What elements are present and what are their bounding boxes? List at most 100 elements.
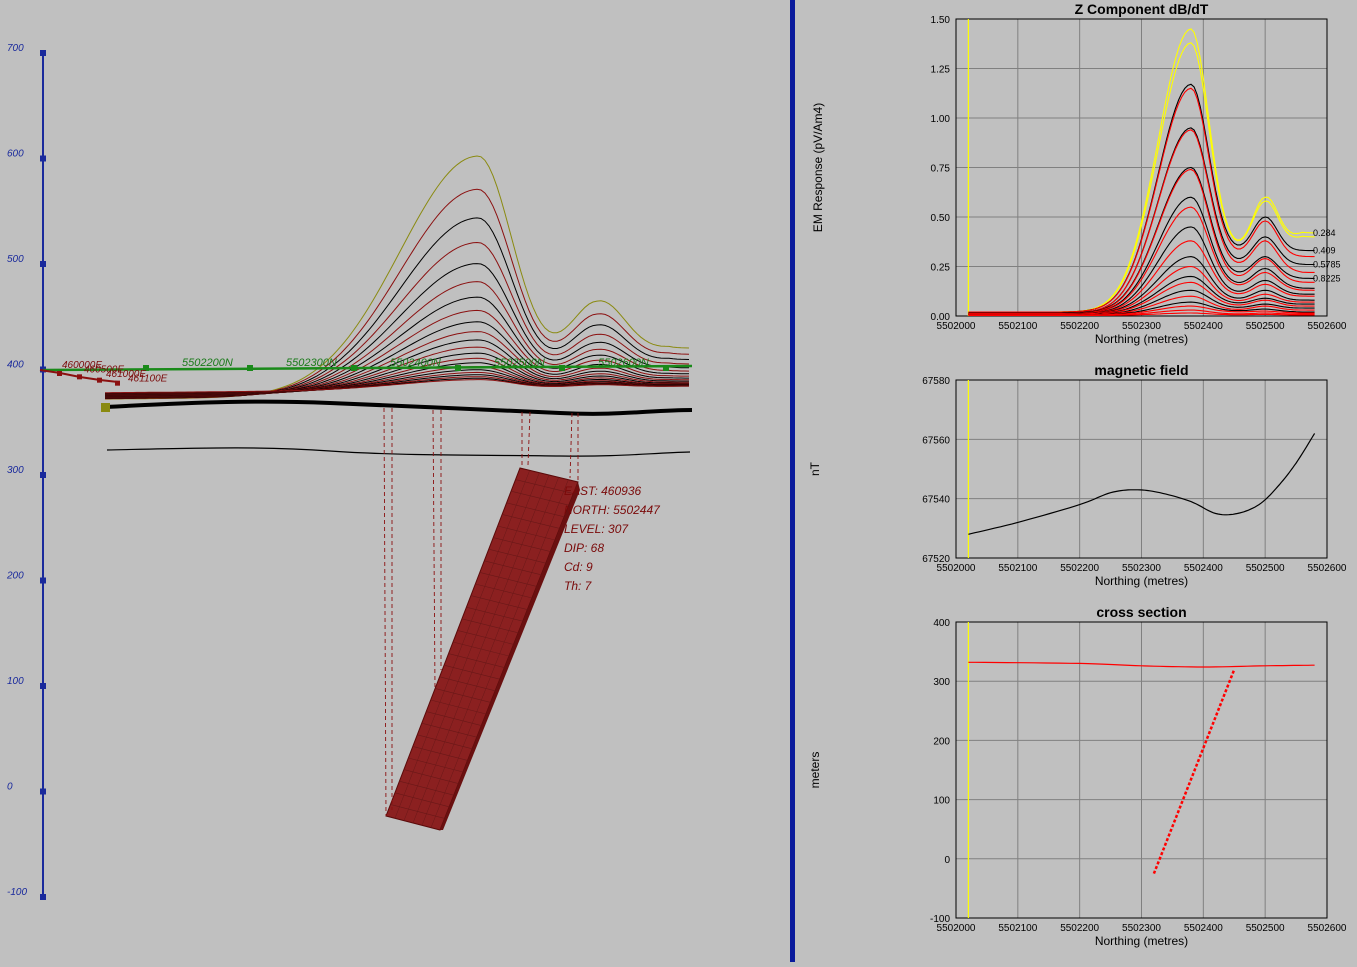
scale-tick-label: 200 (6, 571, 24, 582)
x-tick-label: 5502300 (1122, 923, 1161, 934)
em-channel-line (968, 87, 1315, 313)
station-marker (351, 365, 357, 371)
x-tick-label: 5502000 (937, 321, 976, 332)
projection-dash-line (432, 409, 436, 691)
plot-frame (955, 379, 1328, 559)
x-tick-label: 5502200 (1060, 563, 1099, 574)
conductor-plate-model (385, 467, 580, 831)
body-info-label: EAST: 460936 (564, 484, 641, 498)
x-tick-label: 5502500 (1246, 563, 1285, 574)
projection-dash-line (527, 411, 531, 466)
x-tick-label: 5502000 (937, 563, 976, 574)
easting-marker (77, 374, 82, 380)
plate-edge (440, 482, 580, 830)
3d-section-canvas[interactable]: 700 600 500 400 300 200 100 0 -100 5502200N 55023… (0, 0, 790, 962)
topography-lines (101, 399, 693, 457)
y-tick-label: 0.75 (931, 164, 951, 175)
x-tick-label: 5502100 (998, 923, 1037, 934)
x-tick-label: 5502400 (1184, 923, 1223, 934)
chart-magnetic-field: 5502000 5502100 5502200 5502300 5502400 55025… (808, 362, 1347, 588)
y-axis-label: EM Response (pV/Am4) (811, 103, 825, 232)
y-tick-label: 1.50 (931, 15, 951, 26)
northing-label: 5502500N (494, 357, 545, 369)
northing-label: 5502300N (286, 357, 337, 369)
channel-label: 0.409 (1313, 246, 1336, 256)
scale-tick-label: 0 (7, 782, 13, 793)
chart-title: magnetic field (1094, 362, 1188, 378)
3d-section-view[interactable]: 700 600 500 400 300 200 100 0 -100 5502200N 55023… (0, 0, 790, 962)
x-tick-label: 5502400 (1184, 321, 1223, 332)
body-info-label: Th: 7 (564, 579, 593, 593)
y-tick-label: 67540 (922, 495, 950, 506)
x-tick-label: 5502300 (1122, 563, 1161, 574)
chart-z-component: 5502000 5502100 5502200 5502300 5502400 55025… (811, 1, 1347, 346)
split-divider[interactable] (790, 0, 795, 962)
em-profiles-3d (105, 155, 690, 400)
scale-tick-mark (40, 472, 46, 478)
profile-charts-panel: 5502000 5502100 5502200 5502300 5502400 55025… (795, 0, 1357, 962)
y-tick-label: -100 (930, 914, 950, 925)
y-tick-label: 0.50 (931, 213, 951, 224)
body-info-labels: EAST: 460936 NORTH: 5502447 LEVEL: 307 DIP:… (564, 484, 661, 593)
scale-tick-label: 700 (7, 43, 24, 54)
x-tick-label: 5502600 (1308, 321, 1347, 332)
station-marker (559, 365, 565, 371)
x-tick-label: 5502500 (1246, 923, 1285, 934)
chart-cross-section: 5502000 5502100 5502200 5502300 5502400 55025… (808, 604, 1347, 948)
scale-tick-mark (40, 261, 46, 267)
y-tick-label: 0.00 (931, 312, 951, 323)
y-tick-label: 67520 (922, 554, 950, 565)
scale-tick-label: 300 (7, 465, 24, 476)
scale-tick-mark (40, 577, 46, 584)
survey-line-green: 5502200N 5502300N 5502400N 5502500N 5502600N (42, 357, 693, 372)
plate-mesh-line (412, 474, 550, 824)
scale-tick-label: 400 (7, 360, 24, 371)
plot-frame (955, 621, 1328, 919)
y-tick-label: 1.00 (931, 114, 951, 125)
x-tick-label: 5502200 (1060, 923, 1099, 934)
chart-title: cross section (1096, 604, 1186, 620)
easting-label: 460000E (62, 360, 102, 371)
channel-label: 0.8225 (1313, 273, 1341, 283)
projection-dash-line (569, 412, 573, 479)
vertical-scale: 700 600 500 400 300 200 100 0 -100 (6, 43, 46, 900)
y-tick-label: 0 (944, 855, 950, 866)
station-marker (143, 365, 149, 371)
northing-label: 5502600N (598, 357, 649, 369)
x-tick-label: 5502600 (1308, 563, 1347, 574)
channel-label: 0.284 (1313, 228, 1336, 238)
dipping-body-trace (1152, 668, 1236, 875)
body-info-label: DIP: 68 (564, 541, 604, 555)
scale-tick-mark (40, 155, 46, 162)
plate-mesh-line (430, 479, 569, 828)
scale-tick-mark (40, 50, 46, 56)
chart-title: Z Component dB/dT (1075, 1, 1209, 17)
plate-mesh-line (394, 470, 530, 819)
ground-surface-line (104, 399, 693, 416)
northing-label: 5502200N (182, 357, 233, 369)
easting-marker (115, 380, 120, 386)
x-axis-label: Northing (metres) (1095, 934, 1188, 948)
charts-canvas: 5502000 5502100 5502200 5502300 5502400 55025… (808, 1, 1347, 948)
x-tick-label: 5502300 (1122, 321, 1161, 332)
depth-reference-line (106, 447, 691, 457)
y-axis-label: meters (808, 752, 822, 789)
em-profile-curve (105, 281, 690, 398)
scale-tick-label: 500 (7, 254, 24, 265)
em-profile-curve (105, 379, 689, 394)
y-tick-label: 100 (933, 796, 950, 807)
profile-line (968, 433, 1316, 535)
x-tick-label: 5502600 (1308, 923, 1347, 934)
easting-marker (57, 371, 62, 376)
em-profile-curve (105, 241, 690, 399)
plate-mesh-line (403, 472, 540, 821)
y-tick-label: 1.25 (931, 65, 951, 76)
body-info-label: LEVEL: 307 (564, 522, 629, 536)
survey-line (42, 364, 693, 372)
easting-label: 461100E (128, 374, 168, 385)
scale-tick-label: 600 (7, 149, 24, 160)
plot-frame (955, 18, 1328, 317)
easting-marker (97, 377, 102, 383)
scale-tick-label: -100 (7, 887, 27, 898)
